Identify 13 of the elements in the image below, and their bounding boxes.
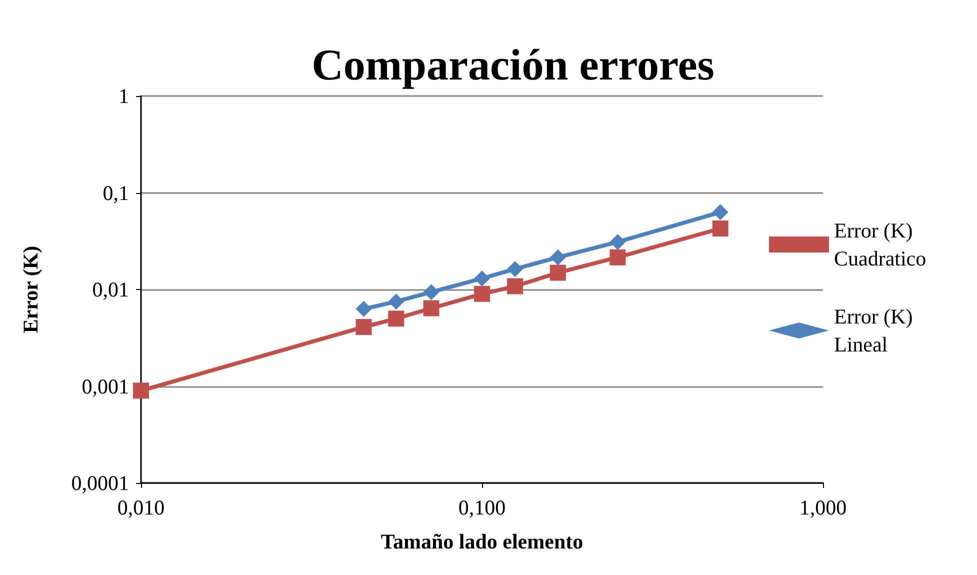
y-tick-label: 0,01	[92, 278, 129, 302]
y-tick-label: 0,001	[82, 374, 129, 398]
y-tick-label: 0,1	[102, 180, 129, 205]
legend-label: Error (K) Cuadratico	[834, 218, 926, 270]
y-tick-label: 0,0001	[71, 471, 129, 495]
legend-label: Error (K) Lineal	[834, 304, 918, 356]
y-axis-title: Error (K)	[18, 246, 42, 334]
x-tick-label: 1,000	[799, 496, 847, 520]
x-axis-title: Tamaño lado elemento	[380, 530, 584, 554]
chart-title: Comparación errores	[312, 40, 714, 90]
x-tick-label: 0,100	[458, 496, 506, 520]
y-tick-label: 1	[118, 84, 129, 108]
x-tick-label: 0,010	[117, 496, 165, 520]
